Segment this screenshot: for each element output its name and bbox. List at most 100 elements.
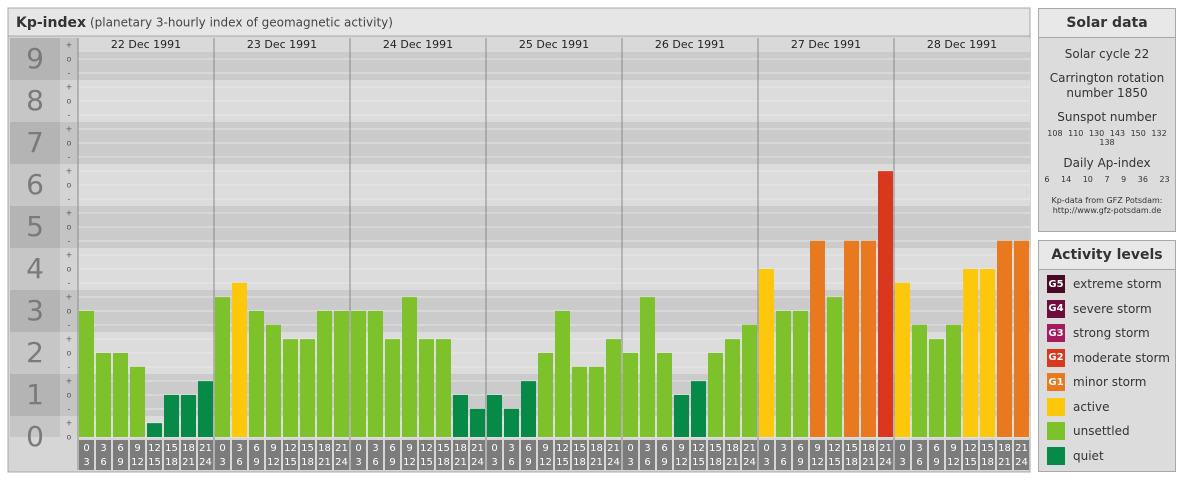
hour-start: 12 xyxy=(964,443,977,454)
minor-label-band xyxy=(60,122,78,164)
hour-box xyxy=(470,440,485,470)
hour-start: 15 xyxy=(437,443,450,454)
y-band xyxy=(78,416,1030,437)
third-label: o xyxy=(67,307,72,316)
hour-box xyxy=(419,440,434,470)
third-label: o xyxy=(67,55,72,64)
ap-value: 36 xyxy=(1137,175,1148,184)
hour-start: 21 xyxy=(199,443,212,454)
kp-bar xyxy=(487,395,502,437)
hour-box xyxy=(249,440,264,470)
hour-end: 3 xyxy=(219,457,225,468)
ap-value: 23 xyxy=(1159,175,1170,184)
source-url[interactable]: http://www.gfz-potsdam.de xyxy=(1052,206,1162,215)
hour-start: 12 xyxy=(828,443,841,454)
hour-end: 18 xyxy=(981,457,994,468)
hour-end: 18 xyxy=(573,457,586,468)
kp-bar xyxy=(79,311,94,437)
hour-end: 24 xyxy=(879,457,892,468)
hour-start: 0 xyxy=(83,443,89,454)
kp-bar xyxy=(96,353,111,437)
kp-bar xyxy=(555,311,570,437)
minor-label-band xyxy=(60,164,78,206)
hour-end: 21 xyxy=(454,457,467,468)
kp-bar xyxy=(181,395,196,437)
kp-bar xyxy=(725,339,740,437)
chart-subtitle: (planetary 3-hourly index of geomagnetic… xyxy=(90,16,393,30)
hour-box xyxy=(759,440,774,470)
third-label: + xyxy=(66,41,73,50)
hour-box xyxy=(79,440,94,470)
legend-swatch: G2 xyxy=(1047,348,1065,367)
hour-end: 24 xyxy=(743,457,756,468)
hour-box xyxy=(810,440,825,470)
legend-item: quiet xyxy=(1039,444,1175,469)
kp-bar xyxy=(572,366,587,437)
third-label: o xyxy=(67,139,72,148)
third-label: o xyxy=(67,433,72,442)
hour-end: 9 xyxy=(389,457,395,468)
hour-start: 0 xyxy=(491,443,497,454)
minor-label-band xyxy=(60,248,78,290)
kp-bar xyxy=(521,381,536,437)
kp-bar xyxy=(368,311,383,437)
hour-box xyxy=(521,440,536,470)
y-label-band xyxy=(10,122,60,164)
kp-bar xyxy=(351,311,366,437)
y-label-band xyxy=(10,80,60,122)
minor-label-band xyxy=(60,80,78,122)
hour-end: 15 xyxy=(556,457,569,468)
solar-cycle: Solar cycle 22 xyxy=(1064,47,1150,61)
panel-title: Solar data xyxy=(1039,9,1175,38)
hour-box xyxy=(640,440,655,470)
kp-bar xyxy=(708,353,723,437)
date-label: 26 Dec 1991 xyxy=(655,38,725,51)
hour-end: 6 xyxy=(236,457,242,468)
hour-start: 3 xyxy=(780,443,786,454)
hour-end: 9 xyxy=(117,457,123,468)
hour-end: 12 xyxy=(675,457,688,468)
minor-label-band xyxy=(60,374,78,416)
legend-item: G2 moderate storm xyxy=(1039,346,1175,371)
hour-start: 15 xyxy=(981,443,994,454)
hour-start: 0 xyxy=(763,443,769,454)
hour-box xyxy=(929,440,944,470)
hour-box xyxy=(844,440,859,470)
panel-title: Activity levels xyxy=(1039,241,1175,270)
third-label: - xyxy=(68,195,71,204)
hour-start: 0 xyxy=(899,443,905,454)
hour-box xyxy=(946,440,961,470)
hour-box xyxy=(827,440,842,470)
hour-box xyxy=(606,440,621,470)
legend-swatch: G5 xyxy=(1047,275,1065,294)
hour-box xyxy=(130,440,145,470)
kp-bar xyxy=(878,171,893,437)
hour-start: 18 xyxy=(998,443,1011,454)
third-label: + xyxy=(66,125,73,134)
minor-label-band xyxy=(60,38,78,80)
legend-label: moderate storm xyxy=(1073,350,1170,365)
legend-swatch: G4 xyxy=(1047,299,1065,318)
hour-start: 15 xyxy=(845,443,858,454)
third-label: o xyxy=(67,391,72,400)
y-label-band xyxy=(10,374,60,416)
legend-item: active xyxy=(1039,395,1175,420)
hour-end: 9 xyxy=(797,457,803,468)
kp-bar xyxy=(742,324,757,437)
y-tick-label: 5 xyxy=(26,210,44,243)
kp-bar xyxy=(844,240,859,437)
activity-levels-panel: Activity levels G5 extreme storm G4 severe … xyxy=(1038,240,1176,472)
hour-box xyxy=(334,440,349,470)
hour-box xyxy=(402,440,417,470)
hour-end: 24 xyxy=(607,457,620,468)
hour-start: 12 xyxy=(284,443,297,454)
hour-box xyxy=(623,440,638,470)
hour-box xyxy=(538,440,553,470)
kp-bar xyxy=(147,423,162,437)
hour-start: 6 xyxy=(253,443,259,454)
kp-bar xyxy=(946,324,961,437)
hour-end: 12 xyxy=(267,457,280,468)
kp-bar xyxy=(759,269,774,437)
sunspot-title: Sunspot number xyxy=(1057,110,1157,124)
kp-bar xyxy=(980,269,995,437)
